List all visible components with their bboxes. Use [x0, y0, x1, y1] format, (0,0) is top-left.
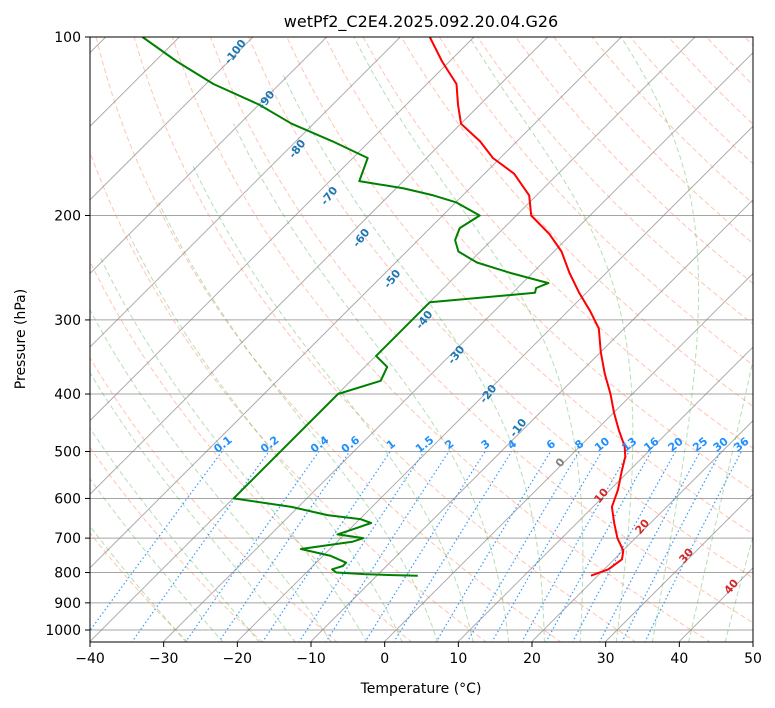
mixing-ratio-line [218, 451, 351, 642]
isotherm-line [531, 419, 753, 642]
mixing-ratio-line [325, 451, 450, 642]
x-tick-label: −20 [223, 651, 253, 667]
dry-adiabat-line [171, 37, 712, 642]
mixing-ratio-line [644, 451, 742, 642]
isotherm-line [90, 37, 549, 495]
mixing-ratio-line [131, 451, 270, 642]
plot-area: 0.1 0.2 0.4 0.6 1 1.5 2 3 4 6 8 10 13 16 20 25 30 36-100-… [90, 37, 753, 642]
dry-adiabat-line [438, 37, 753, 366]
temperature-line [428, 37, 627, 577]
dry-adiabat-line [400, 37, 753, 408]
mixing-ratio-line [261, 451, 391, 642]
dry-adiabat-line [90, 532, 189, 642]
dry-adiabat-line [248, 37, 753, 579]
moist-adiabat-line [192, 165, 474, 642]
moist-adiabat-line [128, 233, 403, 642]
dry-adiabat-line [95, 37, 562, 642]
isotherm-line [90, 37, 401, 348]
y-tick-label: 300 [54, 313, 81, 329]
y-tick-label: 800 [54, 566, 81, 582]
dry-adiabats [90, 37, 753, 642]
moist-adiabat-line [620, 37, 700, 642]
x-tick-label: −40 [75, 651, 105, 667]
dewpoint-line [141, 37, 550, 577]
dry-adiabat-line [90, 356, 338, 642]
mixing-ratio-line [393, 451, 513, 642]
x-tick-label: 30 [597, 651, 615, 667]
x-tick-label: 50 [744, 651, 762, 667]
isotherm-line [604, 493, 753, 642]
dry-adiabat-line [90, 446, 263, 642]
mixing-ratio-line [545, 451, 652, 642]
isobar-grid [90, 37, 753, 631]
mixing-ratio-line [364, 451, 486, 642]
isotherm-line [90, 37, 328, 275]
y-tick-label: 400 [54, 387, 81, 403]
mixing-ratio-line [298, 451, 425, 642]
isotherm-line [236, 125, 753, 642]
moist-adiabat-line [158, 202, 439, 642]
x-tick-label: 20 [523, 651, 541, 667]
isotherm-line [90, 37, 254, 201]
isotherm-line [457, 346, 753, 642]
y-tick-label: 200 [54, 209, 81, 225]
mixing-ratio-line [521, 451, 630, 642]
moist-adiabat-line [90, 371, 296, 642]
mixing-ratio-line [184, 451, 320, 642]
y-axis-ticks: 100 200 300 400 500 600 700 800 900 1000 [45, 30, 90, 639]
y-tick-label: 600 [54, 491, 81, 507]
moist-adiabat-line [724, 535, 753, 642]
y-axis-label: Pressure (hPa) [13, 289, 29, 389]
moist-adiabat-line [90, 525, 187, 642]
y-tick-label: 1000 [45, 623, 81, 639]
y-tick-label: 900 [54, 596, 81, 612]
moist-adiabat-line [90, 308, 332, 642]
mixing-ratio-line [90, 451, 223, 632]
data-series [141, 37, 627, 577]
moist-adiabat-line [90, 427, 260, 642]
dry-adiabat-line [515, 37, 753, 285]
x-tick-label: 40 [670, 651, 688, 667]
isotherm-line [90, 37, 475, 422]
x-tick-label: −10 [296, 651, 326, 667]
mixing-ratio-line [598, 451, 701, 642]
x-tick-label: 10 [449, 651, 467, 667]
x-tick-label: 0 [380, 651, 389, 667]
isotherm-line [310, 199, 753, 642]
mixing-ratio-line [435, 451, 552, 642]
chart-title: wetPf2_C2E4.2025.092.20.04.G26 [284, 12, 558, 32]
dry-adiabat-line [90, 150, 488, 642]
isotherm-line [162, 51, 753, 642]
dry-adiabat-line [210, 37, 753, 624]
plot-frame [89, 36, 754, 643]
x-axis-label: Temperature (°C) [360, 681, 482, 697]
moist-adiabat-line [688, 357, 753, 642]
y-tick-label: 700 [54, 531, 81, 547]
isotherm-line [383, 272, 753, 642]
moist-adiabat-line [353, 37, 584, 642]
dry-adiabat-line [133, 37, 637, 642]
dry-adiabat-line [324, 37, 753, 492]
moist-adiabat-line [233, 123, 510, 642]
y-tick-label: 100 [54, 30, 81, 46]
x-tick-label: −30 [149, 651, 179, 667]
x-axis-ticks: −40 −30 −20 −10 0 10 20 30 40 50 [75, 642, 762, 667]
moist-adiabat-line [99, 256, 368, 642]
y-tick-label: 500 [54, 444, 81, 460]
isotherm-line [90, 37, 622, 569]
moist-adiabat-line [90, 477, 224, 642]
